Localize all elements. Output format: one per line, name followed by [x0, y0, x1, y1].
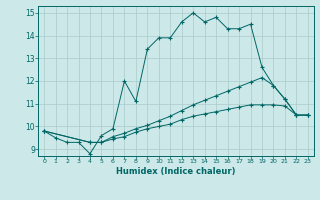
X-axis label: Humidex (Indice chaleur): Humidex (Indice chaleur): [116, 167, 236, 176]
